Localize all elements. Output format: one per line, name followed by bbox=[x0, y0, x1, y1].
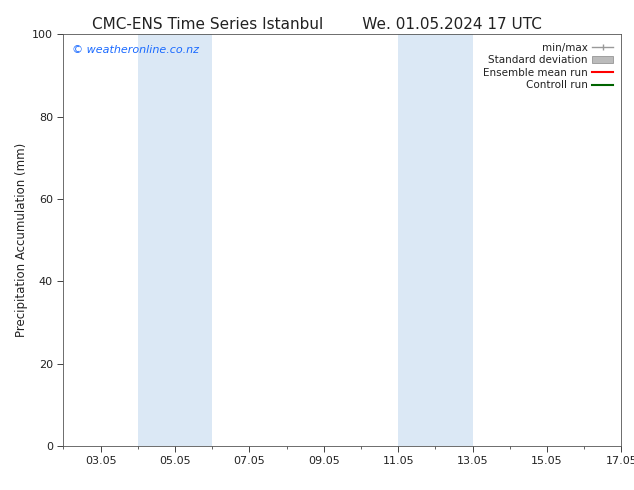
Bar bbox=[138, 34, 212, 446]
Bar bbox=[398, 34, 472, 446]
Y-axis label: Precipitation Accumulation (mm): Precipitation Accumulation (mm) bbox=[15, 143, 28, 337]
Text: © weatheronline.co.nz: © weatheronline.co.nz bbox=[72, 45, 199, 54]
Text: CMC-ENS Time Series Istanbul        We. 01.05.2024 17 UTC: CMC-ENS Time Series Istanbul We. 01.05.2… bbox=[92, 17, 542, 32]
Legend: min/max, Standard deviation, Ensemble mean run, Controll run: min/max, Standard deviation, Ensemble me… bbox=[480, 40, 616, 94]
